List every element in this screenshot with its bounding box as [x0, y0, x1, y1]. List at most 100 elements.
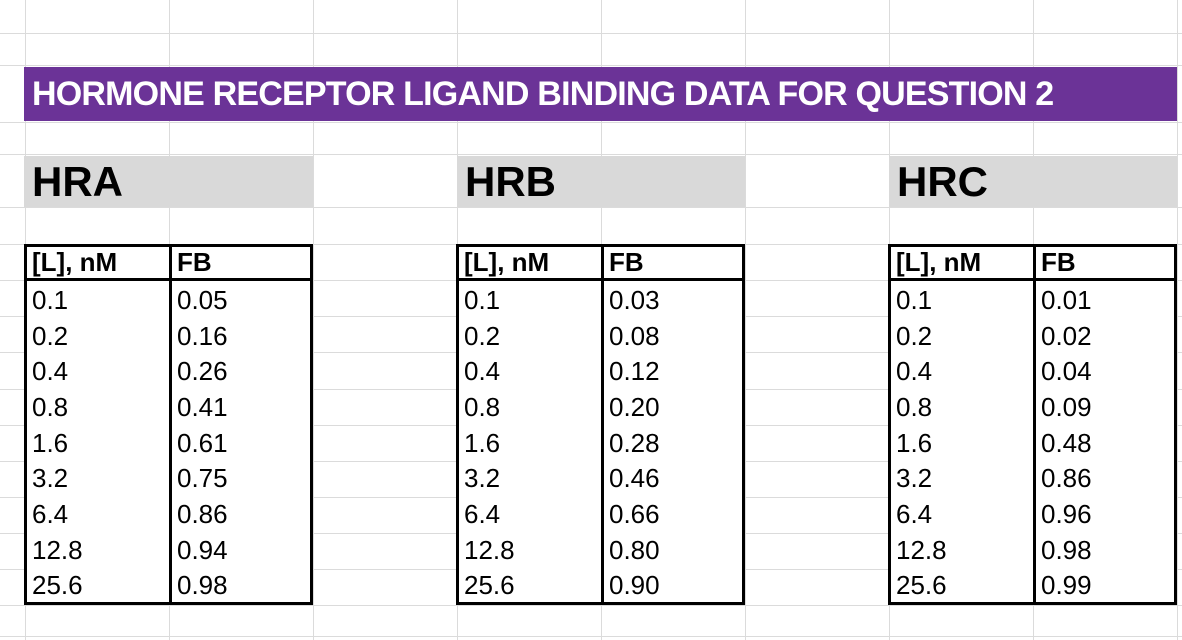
table-row: 0.8 0.41: [27, 388, 310, 424]
fb-cell[interactable]: 0.05: [177, 284, 228, 315]
fb-cell[interactable]: 0.48: [1041, 427, 1092, 458]
table-row: 0.2 0.16: [27, 316, 310, 353]
fb-cell[interactable]: 0.96: [1041, 498, 1092, 529]
ligand-cell[interactable]: 6.4: [891, 495, 1036, 531]
table-row: 0.1 0.05: [27, 281, 310, 317]
ligand-cell[interactable]: 0.8: [891, 388, 1036, 424]
table-row: 25.6 0.90: [459, 566, 742, 603]
fb-cell[interactable]: 0.94: [177, 534, 228, 565]
ligand-cell[interactable]: 0.4: [459, 352, 604, 389]
title-banner: HORMONE RECEPTOR LIGAND BINDING DATA FOR…: [24, 67, 1177, 121]
fb-cell[interactable]: 0.80: [609, 534, 660, 565]
ligand-cell[interactable]: 12.8: [891, 530, 1036, 567]
ligand-cell[interactable]: 3.2: [459, 459, 604, 496]
ligand-cell[interactable]: 3.2: [891, 459, 1036, 496]
ligand-cell[interactable]: 0.8: [27, 388, 172, 424]
table-row: 0.8 0.09: [891, 388, 1174, 424]
ligand-cell[interactable]: 0.4: [891, 352, 1036, 389]
fb-cell[interactable]: 0.66: [609, 498, 660, 529]
fb-cell[interactable]: 0.99: [1041, 570, 1092, 601]
table-row: 3.2 0.46: [459, 459, 742, 496]
table-row: 1.6 0.61: [27, 423, 310, 460]
ligand-cell[interactable]: 0.2: [891, 316, 1036, 353]
fb-cell[interactable]: 0.90: [609, 570, 660, 601]
table-row: 0.2 0.08: [459, 316, 742, 353]
table-header-row: [L], nM FB: [891, 247, 1174, 281]
fb-cell[interactable]: 0.26: [177, 356, 228, 387]
ligand-cell[interactable]: 1.6: [459, 423, 604, 460]
hrc-data-table: [L], nM FB 0.1 0.01 0.2 0.02 0.4 0.04 0.…: [888, 244, 1177, 605]
fb-cell[interactable]: 0.41: [177, 391, 228, 422]
table-row: 1.6 0.48: [891, 423, 1174, 460]
fb-cell[interactable]: 0.03: [609, 284, 660, 315]
table-row: 0.8 0.20: [459, 388, 742, 424]
fb-cell[interactable]: 0.61: [177, 427, 228, 458]
ligand-cell[interactable]: 0.1: [891, 281, 1036, 317]
column-header-ligand[interactable]: [L], nM: [27, 247, 172, 278]
column-header-ligand[interactable]: [L], nM: [459, 247, 604, 278]
table-row: 0.1 0.01: [891, 281, 1174, 317]
ligand-cell[interactable]: 12.8: [459, 530, 604, 567]
column-header-fb[interactable]: FB: [609, 247, 644, 277]
table-row: 12.8 0.80: [459, 530, 742, 567]
table-header-row: [L], nM FB: [459, 247, 742, 281]
fb-cell[interactable]: 0.01: [1041, 284, 1092, 315]
table-row: 25.6 0.99: [891, 566, 1174, 603]
grid-row-line: [0, 33, 1182, 34]
ligand-cell[interactable]: 25.6: [459, 566, 604, 603]
grid-row-line: [0, 122, 1182, 123]
ligand-cell[interactable]: 25.6: [891, 566, 1036, 603]
ligand-cell[interactable]: 0.1: [27, 281, 172, 317]
fb-cell[interactable]: 0.20: [609, 391, 660, 422]
ligand-cell[interactable]: 0.1: [459, 281, 604, 317]
fb-cell[interactable]: 0.28: [609, 427, 660, 458]
table-row: 0.2 0.02: [891, 316, 1174, 353]
section-label: HRA: [32, 157, 123, 205]
ligand-cell[interactable]: 0.2: [27, 316, 172, 353]
column-header-fb[interactable]: FB: [177, 247, 212, 277]
fb-cell[interactable]: 0.04: [1041, 356, 1092, 387]
table-row: 12.8 0.94: [27, 530, 310, 567]
ligand-cell[interactable]: 0.2: [459, 316, 604, 353]
column-header-ligand[interactable]: [L], nM: [891, 247, 1036, 278]
table-row: 0.1 0.03: [459, 281, 742, 317]
ligand-cell[interactable]: 25.6: [27, 566, 172, 603]
section-label: HRC: [897, 157, 988, 205]
ligand-cell[interactable]: 6.4: [459, 495, 604, 531]
fb-cell[interactable]: 0.08: [609, 320, 660, 351]
table-row: 12.8 0.98: [891, 530, 1174, 567]
ligand-cell[interactable]: 0.8: [459, 388, 604, 424]
fb-cell[interactable]: 0.86: [1041, 463, 1092, 494]
fb-cell[interactable]: 0.86: [177, 498, 228, 529]
fb-cell[interactable]: 0.98: [1041, 534, 1092, 565]
ligand-cell[interactable]: 3.2: [27, 459, 172, 496]
table-row: 3.2 0.86: [891, 459, 1174, 496]
fb-cell[interactable]: 0.09: [1041, 391, 1092, 422]
table-header-row: [L], nM FB: [27, 247, 310, 281]
ligand-cell[interactable]: 12.8: [27, 530, 172, 567]
section-label: HRB: [465, 157, 556, 205]
ligand-cell[interactable]: 1.6: [891, 423, 1036, 460]
fb-cell[interactable]: 0.16: [177, 320, 228, 351]
grid-row-line: [0, 636, 1182, 637]
ligand-cell[interactable]: 0.4: [27, 352, 172, 389]
table-row: 0.4 0.26: [27, 352, 310, 389]
ligand-cell[interactable]: 6.4: [27, 495, 172, 531]
table-row: 3.2 0.75: [27, 459, 310, 496]
section-header-hrc: HRC: [889, 156, 1177, 207]
fb-cell[interactable]: 0.98: [177, 570, 228, 601]
table-row: 25.6 0.98: [27, 566, 310, 603]
table-row: 6.4 0.86: [27, 495, 310, 531]
fb-cell[interactable]: 0.02: [1041, 320, 1092, 351]
column-header-fb[interactable]: FB: [1041, 247, 1076, 277]
ligand-cell[interactable]: 1.6: [27, 423, 172, 460]
fb-cell[interactable]: 0.75: [177, 463, 228, 494]
section-header-hrb: HRB: [457, 156, 745, 207]
fb-cell[interactable]: 0.46: [609, 463, 660, 494]
grid-row-line: [0, 154, 1182, 155]
table-row: 6.4 0.96: [891, 495, 1174, 531]
hrb-data-table: [L], nM FB 0.1 0.03 0.2 0.08 0.4 0.12 0.…: [456, 244, 745, 605]
fb-cell[interactable]: 0.12: [609, 356, 660, 387]
table-row: 0.4 0.04: [891, 352, 1174, 389]
